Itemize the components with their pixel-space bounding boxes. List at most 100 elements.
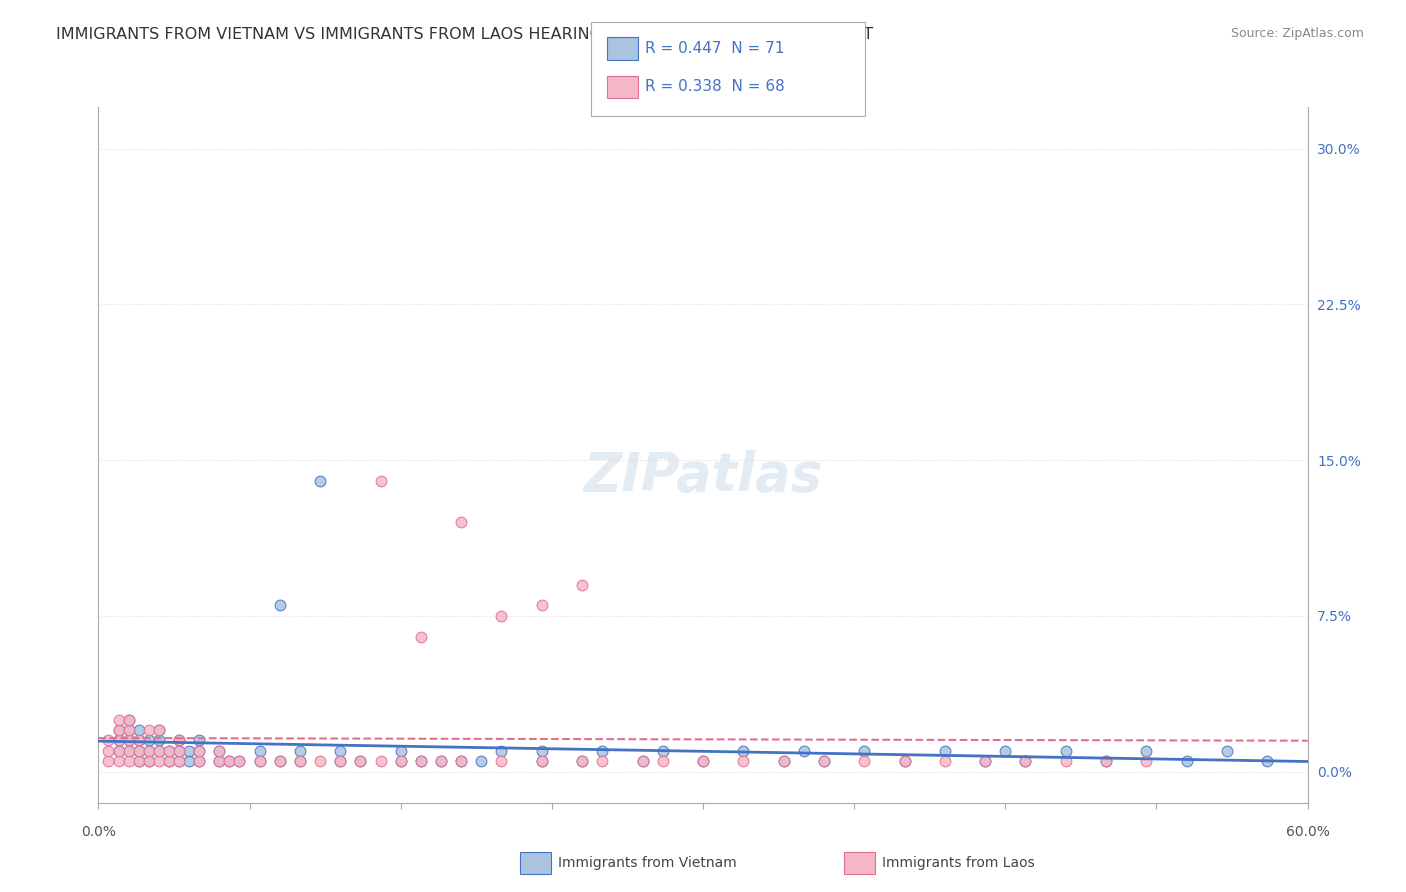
Point [370, 474, 392, 488]
Point [651, 744, 673, 758]
Point [409, 754, 432, 768]
Point [530, 599, 553, 613]
Point [893, 754, 915, 768]
Point [167, 733, 190, 747]
Point [157, 744, 180, 758]
Point [571, 754, 593, 768]
Point [409, 630, 432, 644]
Point [651, 754, 673, 768]
Text: Immigrants from Vietnam: Immigrants from Vietnam [558, 855, 737, 870]
Text: ZIPatlas: ZIPatlas [583, 450, 823, 502]
Point [389, 744, 412, 758]
Point [692, 754, 714, 768]
Point [349, 754, 371, 768]
Point [118, 713, 141, 727]
Text: R = 0.338  N = 68: R = 0.338 N = 68 [645, 79, 785, 94]
Point [218, 754, 240, 768]
Point [138, 733, 160, 747]
Point [571, 578, 593, 592]
Point [107, 723, 129, 738]
Point [148, 744, 170, 758]
Point [148, 733, 170, 747]
Point [138, 744, 160, 758]
Point [107, 713, 129, 727]
Point [450, 754, 472, 768]
Point [1014, 754, 1036, 768]
Point [148, 723, 170, 738]
Point [934, 744, 956, 758]
Point [591, 754, 613, 768]
Point [994, 744, 1017, 758]
Point [530, 754, 553, 768]
Point [1014, 754, 1036, 768]
Point [167, 744, 190, 758]
Point [157, 744, 180, 758]
Point [269, 754, 291, 768]
Text: Source: ZipAtlas.com: Source: ZipAtlas.com [1230, 27, 1364, 40]
Point [148, 754, 170, 768]
Point [157, 754, 180, 768]
Point [128, 754, 150, 768]
Point [188, 733, 211, 747]
Point [167, 754, 190, 768]
Point [97, 744, 120, 758]
Point [813, 754, 835, 768]
Point [288, 754, 311, 768]
Point [208, 754, 231, 768]
Point [269, 754, 291, 768]
Text: 0.0%: 0.0% [82, 825, 115, 839]
Point [249, 754, 271, 768]
Point [491, 744, 513, 758]
Point [128, 744, 150, 758]
Point [329, 754, 352, 768]
Point [309, 754, 332, 768]
Point [389, 754, 412, 768]
Point [631, 754, 654, 768]
Point [470, 754, 492, 768]
Point [1095, 754, 1118, 768]
Point [288, 744, 311, 758]
Point [571, 754, 593, 768]
Point [772, 754, 794, 768]
Point [269, 599, 291, 613]
Point [118, 723, 141, 738]
Point [97, 754, 120, 768]
Point [167, 754, 190, 768]
Point [148, 723, 170, 738]
Point [288, 754, 311, 768]
Point [107, 744, 129, 758]
Point [118, 744, 141, 758]
Point [208, 744, 231, 758]
Point [118, 754, 141, 768]
Point [138, 754, 160, 768]
Point [208, 754, 231, 768]
Point [118, 723, 141, 738]
Point [128, 754, 150, 768]
Point [631, 754, 654, 768]
Point [389, 754, 412, 768]
Point [97, 733, 120, 747]
Point [188, 754, 211, 768]
Point [974, 754, 997, 768]
Point [128, 744, 150, 758]
Point [329, 744, 352, 758]
Point [370, 754, 392, 768]
Point [450, 516, 472, 530]
Point [179, 754, 201, 768]
Point [228, 754, 250, 768]
Point [1216, 744, 1239, 758]
Point [491, 608, 513, 623]
Point [733, 744, 755, 758]
Point [893, 754, 915, 768]
Point [813, 754, 835, 768]
Point [530, 744, 553, 758]
Point [1135, 744, 1157, 758]
Text: Immigrants from Laos: Immigrants from Laos [882, 855, 1035, 870]
Point [167, 733, 190, 747]
Point [733, 754, 755, 768]
Point [128, 723, 150, 738]
Point [188, 744, 211, 758]
Point [934, 754, 956, 768]
Point [138, 744, 160, 758]
Point [430, 754, 453, 768]
